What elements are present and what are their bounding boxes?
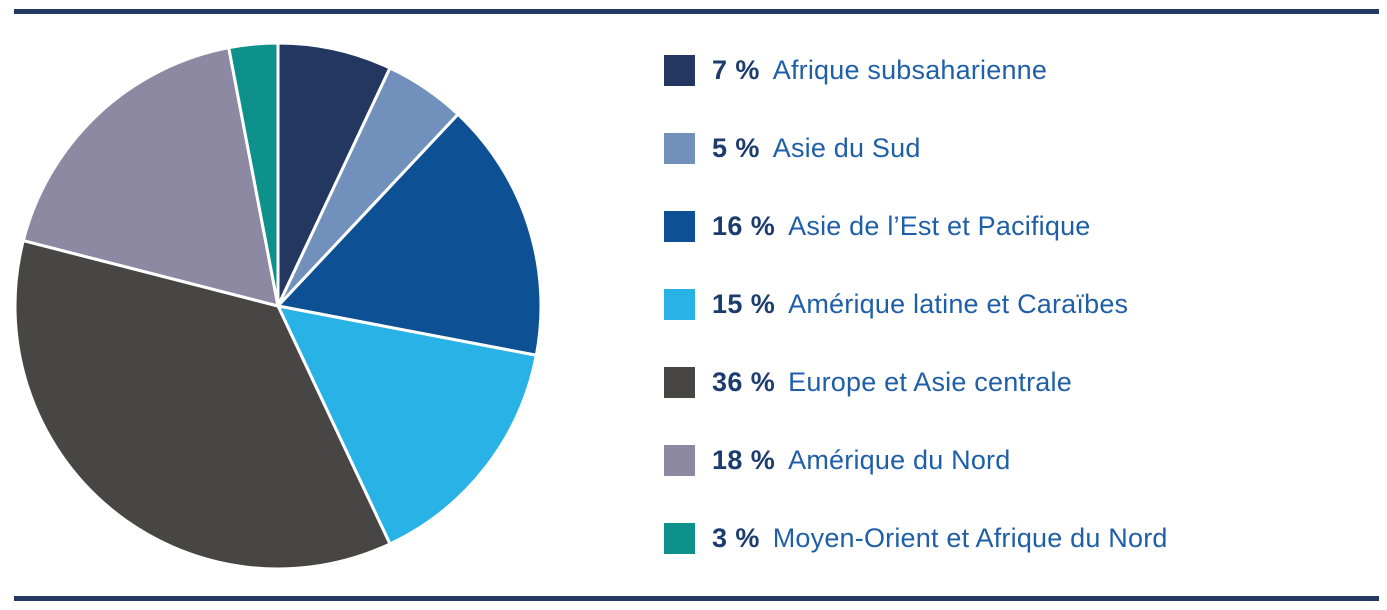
legend-label: Amérique latine et Caraïbes	[788, 289, 1129, 319]
legend: 7 % Afrique subsaharienne 5 % Asie du Su…	[664, 55, 1168, 554]
legend-color-swatch	[664, 445, 695, 476]
pie-slice-4	[276, 304, 538, 546]
legend-percent: 15 %	[712, 289, 776, 319]
legend-item: 36 % Europe et Asie centrale	[664, 367, 1168, 398]
top-rule	[14, 9, 1379, 14]
pie-slice-3	[276, 112, 543, 357]
legend-color-swatch	[664, 133, 695, 164]
legend-label: Asie de l’Est et Pacifique	[788, 211, 1091, 241]
legend-color-swatch	[664, 367, 695, 398]
pie-chart	[13, 41, 543, 571]
bottom-rule	[14, 596, 1379, 601]
pie-slice-6	[21, 46, 280, 308]
legend-label: Amérique du Nord	[788, 445, 1011, 475]
legend-item: 15 % Amérique latine et Caraïbes	[664, 289, 1168, 320]
legend-label: Asie du Sud	[772, 133, 921, 163]
legend-item: 5 % Asie du Sud	[664, 133, 1168, 164]
legend-percent: 5 %	[712, 133, 760, 163]
legend-item: 3 % Moyen-Orient et Afrique du Nord	[664, 523, 1168, 554]
pie-slice-7	[227, 41, 280, 308]
legend-color-swatch	[664, 289, 695, 320]
pie-chart-container	[8, 36, 548, 576]
legend-item: 7 % Afrique subsaharienne	[664, 55, 1168, 86]
legend-percent: 36 %	[712, 367, 776, 397]
legend-color-swatch	[664, 55, 695, 86]
legend-percent: 18 %	[712, 445, 776, 475]
legend-item: 16 % Asie de l’Est et Pacifique	[664, 211, 1168, 242]
pie-slice-5	[13, 239, 392, 571]
legend-percent: 7 %	[712, 55, 760, 85]
pie-slice-1	[276, 41, 392, 308]
legend-label: Europe et Asie centrale	[788, 367, 1072, 397]
legend-percent: 16 %	[712, 211, 776, 241]
legend-item: 18 % Amérique du Nord	[664, 445, 1168, 476]
legend-label: Moyen-Orient et Afrique du Nord	[772, 523, 1168, 553]
legend-color-swatch	[664, 211, 695, 242]
legend-color-swatch	[664, 523, 695, 554]
legend-label: Afrique subsaharienne	[772, 55, 1048, 85]
legend-percent: 3 %	[712, 523, 760, 553]
